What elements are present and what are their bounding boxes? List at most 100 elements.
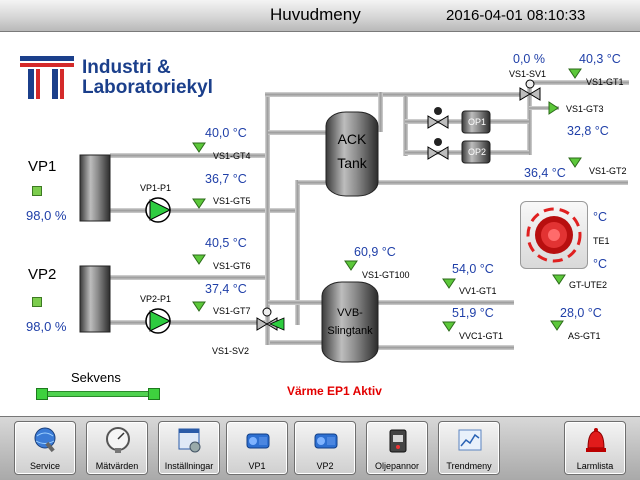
sequence-indicator[interactable] <box>36 388 160 400</box>
trendmeny-label: Trendmeny <box>446 461 492 471</box>
as-gt1-sensor-icon[interactable] <box>550 320 564 331</box>
vs1-gt6-tag: VS1-GT6 <box>213 261 251 271</box>
vv1-gt1-sensor-icon[interactable] <box>442 278 456 289</box>
vp1-label: VP1 <box>28 158 57 175</box>
vs1-sv1-value: 0,0 % <box>513 52 545 66</box>
vs1-gt6-sensor-icon[interactable] <box>192 254 206 265</box>
vv1-gt1-value: 54,0 °C <box>452 262 494 276</box>
vs1-gt100-value: 60,9 °C <box>354 245 396 259</box>
bottom-toolbar: Service Mätvärden Inställningar <box>0 416 640 480</box>
vp2-p1-label: VP2-P1 <box>140 294 172 304</box>
op1-label: OP1 <box>468 117 487 127</box>
vs1-gt5-value: 36,7 °C <box>205 172 247 186</box>
vs1-gt6-value: 40,5 °C <box>205 236 247 250</box>
vs1-gt4-tag: VS1-GT4 <box>213 151 251 161</box>
sequence-label: Sekvens <box>71 370 121 385</box>
service-button[interactable]: Service <box>14 421 76 475</box>
as-gt1-value: 28,0 °C <box>560 306 602 320</box>
vp2-label: VP2 <box>28 266 57 283</box>
vvb-tank-label-2: Slingtank <box>327 325 373 337</box>
vv1-gt1-tag: VV1-GT1 <box>459 286 497 296</box>
larmlista-button[interactable]: Larmlista <box>564 421 626 475</box>
process-diagram <box>79 68 629 363</box>
service-globe-icon <box>34 427 56 453</box>
vs1-gt1-sensor-icon[interactable] <box>568 68 582 79</box>
vs1-gt5-tag: VS1-GT5 <box>213 196 251 206</box>
alarm-button-icon <box>526 207 582 263</box>
company-logo: Industri & Laboratoriekyl <box>20 56 240 102</box>
vp1-menu-button[interactable]: VP1 <box>226 421 288 475</box>
larmlista-label: Larmlista <box>576 461 614 471</box>
vp1-unit[interactable] <box>79 154 111 222</box>
vs1-gt2-sensor-icon[interactable] <box>568 157 582 168</box>
vs1-gt1-value: 40,3 °C <box>579 52 621 66</box>
vs1-gt100-sensor-icon[interactable] <box>344 260 358 271</box>
vs1-gt3-sensor-icon[interactable] <box>548 101 559 115</box>
vs1-gt7-sensor-icon[interactable] <box>192 301 206 312</box>
gauge-icon <box>106 427 130 453</box>
vp2-menu-button[interactable]: VP2 <box>294 421 356 475</box>
gt-ute1-value: °C <box>593 210 608 224</box>
page-title: Huvudmeny <box>270 5 361 24</box>
sequence-start-knob[interactable] <box>36 388 48 400</box>
vs1-sv2-valve-icon[interactable] <box>256 307 285 331</box>
sequence-end-knob[interactable] <box>148 388 160 400</box>
alarm-bell-icon <box>586 428 606 452</box>
gt-ute1-tag: TE1 <box>593 236 610 246</box>
settings-window-icon <box>178 428 201 453</box>
vp1-menu-label: VP1 <box>248 461 266 471</box>
oljepannor-label: Oljepannor <box>374 461 420 471</box>
oljepannor-button[interactable]: Oljepannor <box>366 421 428 475</box>
vvc1-gt1-sensor-icon[interactable] <box>442 321 456 332</box>
vvc1-gt1-tag: VVC1-GT1 <box>459 331 504 341</box>
vp2-unit[interactable] <box>79 265 111 333</box>
vs1-gt100-tag: VS1-GT100 <box>362 270 410 280</box>
ack-tank[interactable] <box>325 111 379 197</box>
vp1-p1-pump-icon[interactable] <box>145 197 172 223</box>
vvb-slingtank[interactable] <box>321 281 379 363</box>
op2-label: OP2 <box>468 147 487 157</box>
datetime-display: 2016-04-01 08:10:33 <box>446 7 586 24</box>
vp2-menu-label: VP2 <box>316 461 334 471</box>
op2-valve-icon[interactable] <box>427 138 449 160</box>
ack-tank-label-2: Tank <box>337 155 367 171</box>
gt-ute2-value: °C <box>593 257 608 271</box>
header-bar: Huvudmeny 2016-04-01 08:10:33 <box>0 0 640 32</box>
vvb-tank-label-1: VVB- <box>337 307 363 319</box>
op1-pump[interactable] <box>461 110 491 134</box>
logo-mark-icon <box>20 56 74 99</box>
vs1-gt7-tag: VS1-GT7 <box>213 306 251 316</box>
heat-pump-icon <box>246 433 270 449</box>
vvc1-gt1-value: 51,9 °C <box>452 306 494 320</box>
vs1-gt1-tag: VS1-GT1 <box>586 77 624 87</box>
op1-valve-icon[interactable] <box>427 107 449 129</box>
vs1-sv1-valve-icon[interactable] <box>519 79 541 101</box>
vp2-percent: 98,0 % <box>26 319 67 334</box>
logo-text-line2: Laboratoriekyl <box>82 77 213 98</box>
as-gt1-tag: AS-GT1 <box>568 331 601 341</box>
gt-ute2-sensor-icon[interactable] <box>552 274 566 285</box>
vs1-gt2-tag: VS1-GT2 <box>589 166 627 176</box>
vs1-gt3-tag: VS1-GT3 <box>566 104 604 114</box>
vs1-sv2-tag: VS1-SV2 <box>212 346 250 356</box>
oil-boiler-icon <box>389 429 407 453</box>
vp2-p1-pump-icon[interactable] <box>145 308 172 334</box>
vs1-gt3-value: 32,8 °C <box>567 124 609 138</box>
vs1-gt5-sensor-icon[interactable] <box>192 198 206 209</box>
sequence-track <box>44 391 152 397</box>
vs1-gt7-value: 37,4 °C <box>205 282 247 296</box>
vp1-percent: 98,0 % <box>26 208 67 223</box>
vs1-gt4-sensor-icon[interactable] <box>192 142 206 153</box>
installningar-label: Inställningar <box>164 461 214 471</box>
vp1-status-led <box>32 186 42 196</box>
vs1-sv1-tag: VS1-SV1 <box>509 69 547 79</box>
outdoor-alarm-panel[interactable] <box>520 201 588 269</box>
trendmeny-button[interactable]: Trendmeny <box>438 421 500 475</box>
heat-pump-icon <box>314 433 338 449</box>
matvarden-button[interactable]: Mätvärden <box>86 421 148 475</box>
matvarden-label: Mätvärden <box>95 461 139 471</box>
vp2-status-led <box>32 297 42 307</box>
gt-ute2-tag: GT-UTE2 <box>569 280 608 290</box>
installningar-button[interactable]: Inställningar <box>158 421 220 475</box>
op2-pump[interactable] <box>461 140 491 164</box>
